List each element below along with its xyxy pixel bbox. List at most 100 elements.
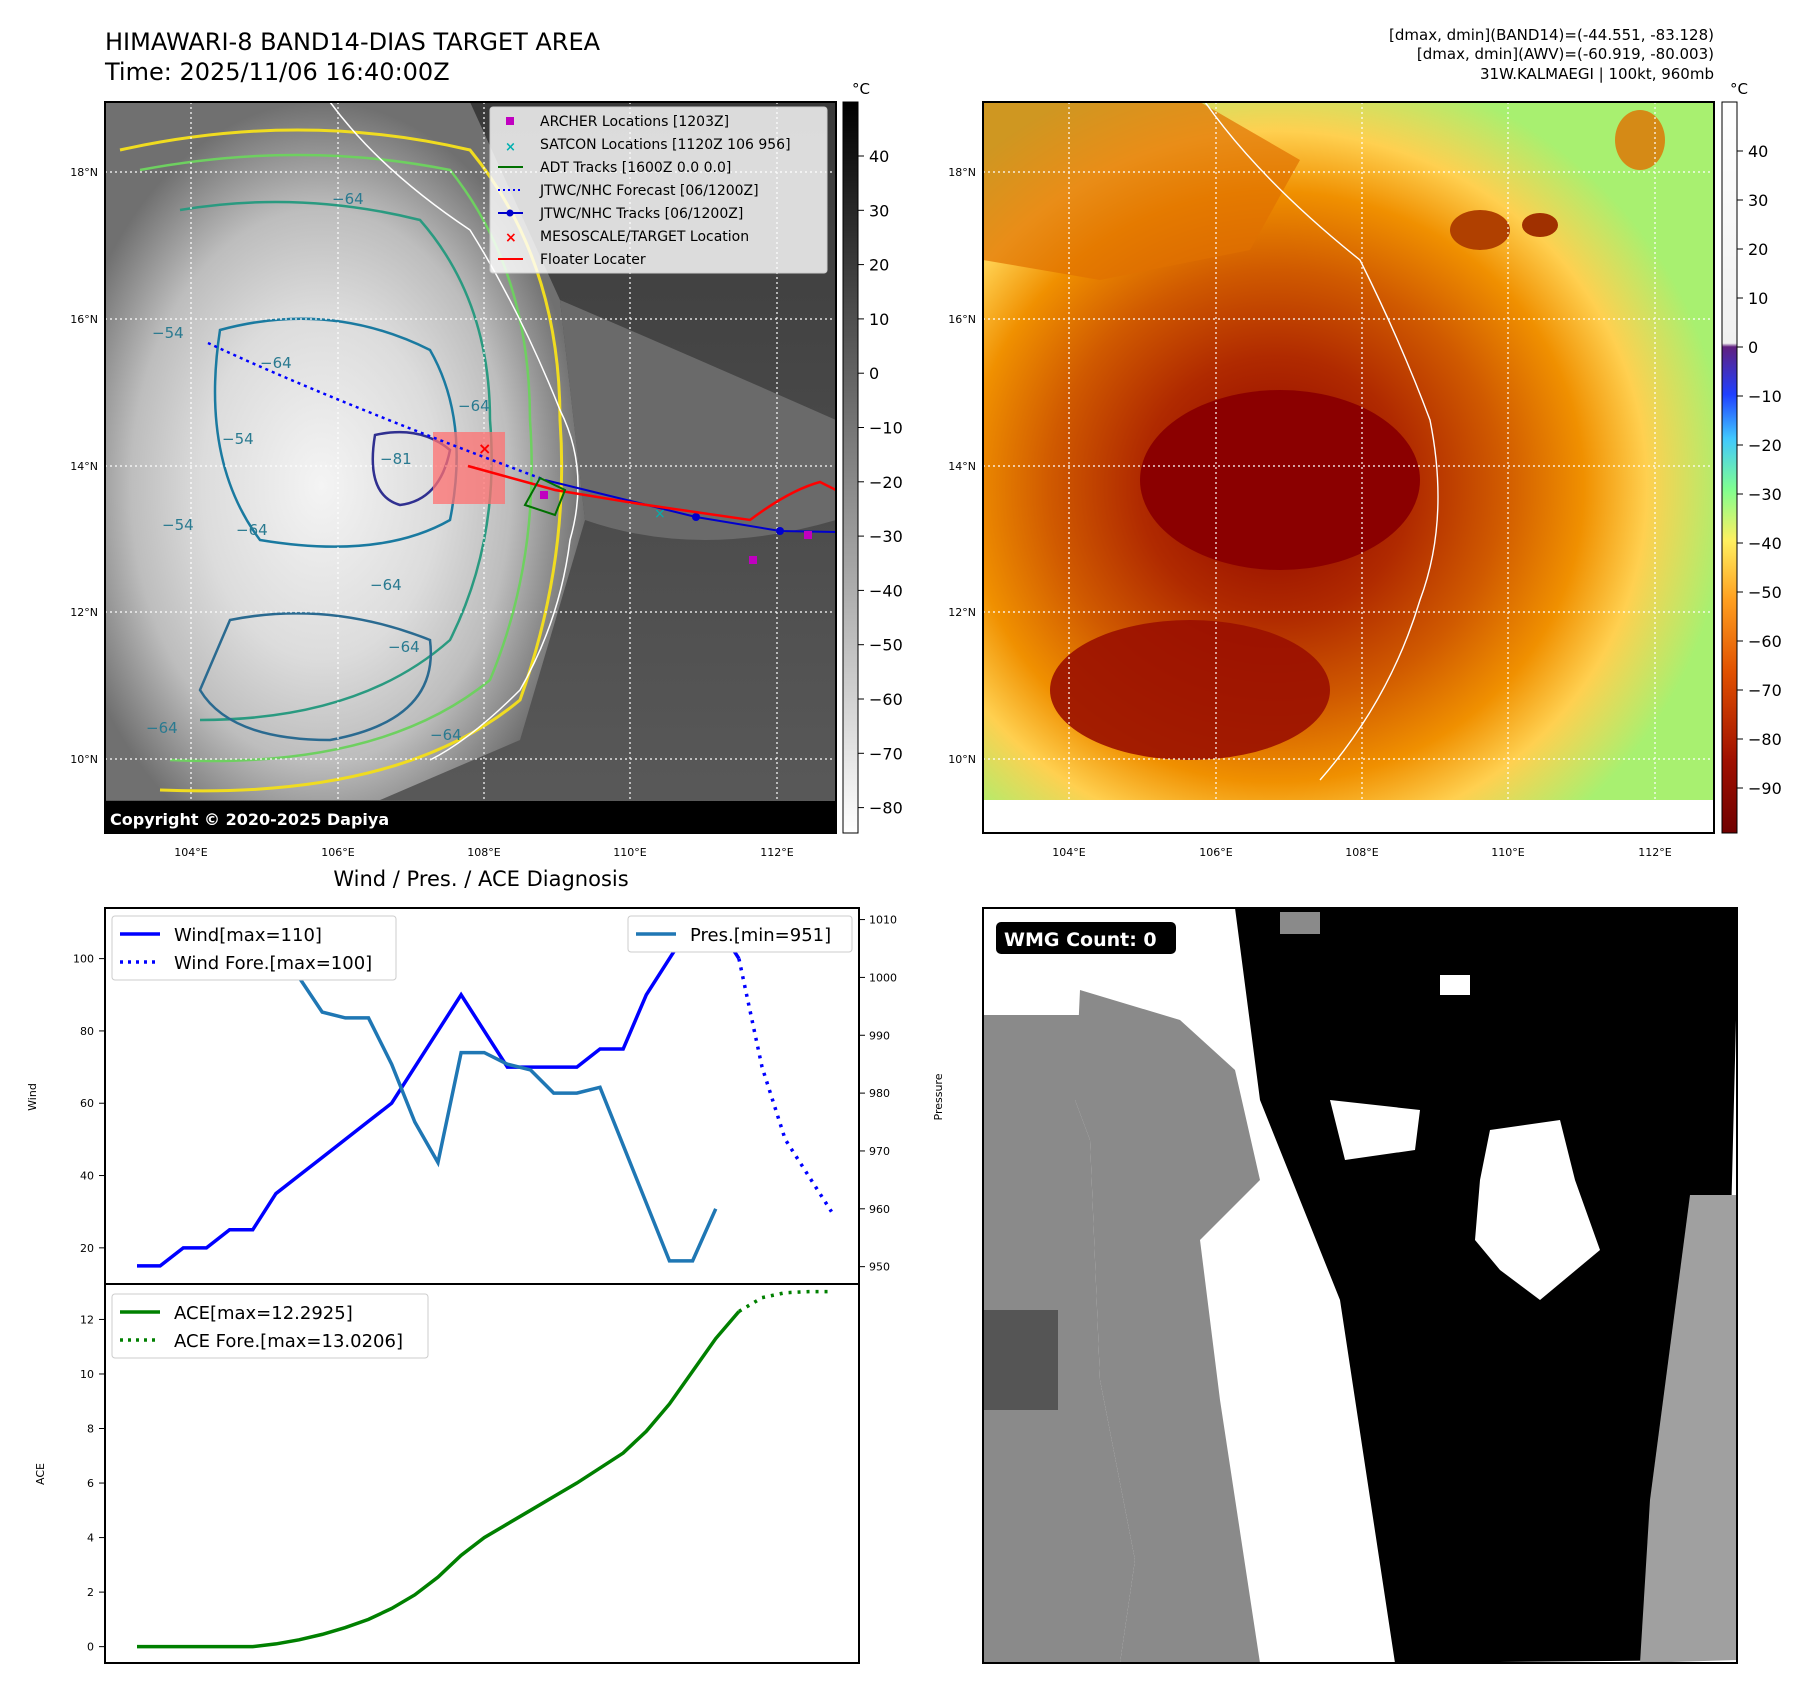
lat-label: 10°N xyxy=(70,753,98,766)
lon-label: 104°E xyxy=(1052,846,1085,859)
archer-marker xyxy=(540,491,548,499)
title-line-1: HIMAWARI-8 BAND14-DIAS TARGET AREA xyxy=(105,28,601,56)
colorbar-tick-label: −50 xyxy=(1748,583,1782,602)
y2-tick-label: 980 xyxy=(869,1087,890,1100)
y-tick-label: 12 xyxy=(80,1313,94,1326)
y-tick-label: 60 xyxy=(80,1097,94,1110)
lon-label: 104°E xyxy=(174,846,207,859)
legend-wind-forecast: Wind Fore.[max=100] xyxy=(174,953,372,974)
lat-label: 12°N xyxy=(948,606,976,619)
legend-ace-forecast: ACE Fore.[max=13.0206] xyxy=(174,1331,403,1352)
lon-label: 106°E xyxy=(1199,846,1232,859)
svg-text:×: × xyxy=(505,230,517,246)
info-line-3: 31W.KALMAEGI | 100kt, 960mb xyxy=(1480,65,1714,83)
title-line-2: Time: 2025/11/06 16:40:00Z xyxy=(104,58,450,86)
y-tick-label: 40 xyxy=(80,1170,94,1183)
satcon-x-marker: × xyxy=(654,506,666,522)
awv-map-panel xyxy=(983,102,1714,833)
pressure-axis-label: Pressure xyxy=(932,1073,945,1120)
colorbar-tick-label: −30 xyxy=(1748,485,1782,504)
y-tick-label: 0 xyxy=(87,1641,94,1654)
wmg-count-badge: WMG Count: 0 xyxy=(996,922,1176,954)
contour-label: −64 xyxy=(260,354,292,372)
colorbar-tick-label: −10 xyxy=(1748,387,1782,406)
contour-label: −81 xyxy=(380,450,412,468)
lat-label: 10°N xyxy=(948,753,976,766)
contour-label: −64 xyxy=(146,719,178,737)
colorbar-tick-label: −20 xyxy=(1748,436,1782,455)
colorbar-tick-label: −30 xyxy=(869,527,903,546)
y-tick-label: 10 xyxy=(80,1368,94,1381)
contour-label: −64 xyxy=(236,521,268,539)
lon-label: 106°E xyxy=(321,846,354,859)
wind-line xyxy=(137,920,741,1268)
y-tick-label: 100 xyxy=(73,953,94,966)
colorbar-tick-label: 40 xyxy=(869,147,889,166)
colorbar-tick-label: 10 xyxy=(1748,289,1768,308)
y2-tick-label: 1010 xyxy=(869,914,897,927)
lat-label: 16°N xyxy=(948,313,976,326)
colorbar-tick-label: −40 xyxy=(1748,534,1782,553)
contour-label: −64 xyxy=(458,397,490,415)
lat-label: 16°N xyxy=(70,313,98,326)
contour-label: −64 xyxy=(332,190,364,208)
target-area-box xyxy=(433,432,505,504)
contour-label: −54 xyxy=(152,324,184,342)
colorbar-tick-label: 20 xyxy=(1748,240,1768,259)
y-tick-label: 4 xyxy=(87,1532,94,1545)
lon-label: 110°E xyxy=(613,846,646,859)
lat-label: 18°N xyxy=(70,166,98,179)
info-line-1: [dmax, dmin](BAND14)=(-44.551, -83.128) xyxy=(1389,26,1714,44)
floater-locator-track xyxy=(467,464,836,522)
info-line-2: [dmax, dmin](AWV)=(-60.919, -80.003) xyxy=(1417,45,1714,63)
y2-tick-label: 950 xyxy=(869,1261,890,1274)
colorbar-tick-label: 10 xyxy=(869,310,889,329)
colorbar-tick-label: −90 xyxy=(1748,779,1782,798)
legend-adt: ADT Tracks [1600Z 0.0 0.0] xyxy=(540,160,731,176)
colorbar-unit: °C xyxy=(1730,80,1748,98)
awv-colorbar: °C 40 30 20 10 0 −10 −20 −30 −40 −50 −60 −70 −80 −90 xyxy=(1721,80,1782,834)
y2-tick-label: 960 xyxy=(869,1203,890,1216)
map-legend: × × ARCHER Locations [1203Z] SATCON Loca… xyxy=(489,106,828,274)
legend-jtwc-forecast: JTWC/NHC Forecast [06/1200Z] xyxy=(539,183,759,199)
svg-text:×: × xyxy=(505,140,516,155)
y2-tick-label: 990 xyxy=(869,1029,890,1042)
colorbar-tick-label: 0 xyxy=(1748,338,1758,357)
colorbar-tick-label: −80 xyxy=(869,799,903,818)
contour-label: −64 xyxy=(388,638,420,656)
colorbar-tick-label: 0 xyxy=(869,364,879,383)
lon-label: 108°E xyxy=(467,846,500,859)
y2-tick-label: 1000 xyxy=(869,971,897,984)
ace-forecast-line xyxy=(738,1289,832,1313)
wind-axis-label: Wind xyxy=(26,1083,39,1111)
y2-tick-label: 970 xyxy=(869,1145,890,1158)
colorbar-tick-label: −10 xyxy=(869,419,903,438)
ace-legend: ACE[max=12.2925] ACE Fore.[max=13.0206] xyxy=(111,1293,429,1359)
y-tick-label: 80 xyxy=(80,1025,94,1038)
lon-label: 112°E xyxy=(1638,846,1671,859)
target-x-marker: × xyxy=(478,439,491,458)
lon-label: 112°E xyxy=(760,846,793,859)
colorbar-tick-label: −60 xyxy=(1748,632,1782,651)
adt-track xyxy=(523,476,567,517)
legend-mesoscale: MESOSCALE/TARGET Location xyxy=(540,229,749,245)
lat-label: 14°N xyxy=(70,460,98,473)
ace-axis-label: ACE xyxy=(34,1463,47,1485)
archer-marker xyxy=(749,556,757,564)
colorbar-tick-label: 30 xyxy=(1748,191,1768,210)
wind-forecast-line xyxy=(737,958,833,1213)
copyright-text: Copyright © 2020-2025 Dapiya xyxy=(110,810,389,829)
legend-pressure: Pres.[min=951] xyxy=(690,925,831,946)
y-tick-label: 20 xyxy=(80,1242,94,1255)
colorbar-tick-label: −70 xyxy=(869,744,903,763)
colorbar-tick-label: −80 xyxy=(1748,730,1782,749)
legend-floater: Floater Locater xyxy=(540,252,646,268)
y-tick-label: 6 xyxy=(87,1477,94,1490)
wind-legend: Wind[max=110] Wind Fore.[max=100] xyxy=(111,915,397,981)
pressure-legend: Pres.[min=951] xyxy=(627,915,853,953)
legend-wind: Wind[max=110] xyxy=(174,925,322,946)
ace-line xyxy=(137,1310,741,1649)
colorbar-tick-label: 30 xyxy=(869,201,889,220)
colorbar-tick-label: −20 xyxy=(869,473,903,492)
